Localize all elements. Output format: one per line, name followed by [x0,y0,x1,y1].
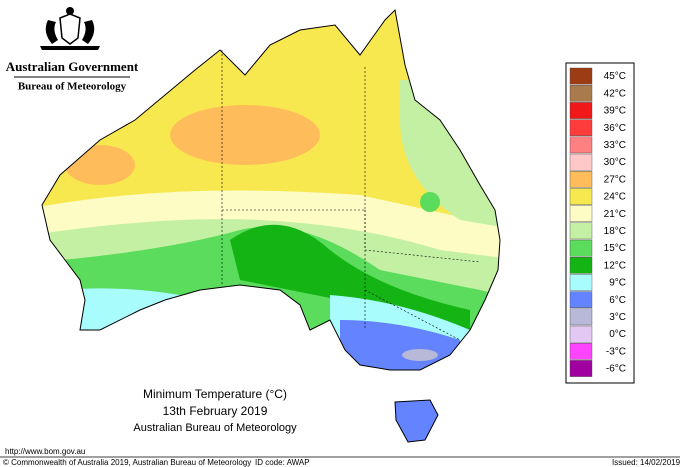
legend-swatch [569,257,593,274]
legend-label: 24°C [604,192,626,203]
website[interactable]: http://www.bom.gov.au [5,447,85,456]
coastline [41,8,501,371]
map-date: 13th February 2019 [163,404,268,418]
legend-label: 18°C [604,226,626,237]
legend-label: 45°C [604,71,626,82]
id-code: ID code: AWAP [255,458,310,467]
legend-label: 3°C [609,312,626,323]
legend-swatch [569,102,593,119]
legend-swatch [569,308,593,326]
map-source: Australian Bureau of Meteorology [133,422,297,434]
legend-swatch [569,67,593,85]
legend-swatch [569,222,593,240]
legend-label: 36°C [604,123,626,134]
legend-label: 39°C [604,106,626,117]
government-name: Australian Government [6,59,139,74]
legend-label: 9°C [609,278,626,289]
legend-label: 33°C [604,140,626,151]
copyright: © Commonwealth of Australia 2019, Austra… [3,458,251,467]
legend-swatch [569,153,593,171]
legend: 45°C 42°C 39°C 36°C 33°C 30°C 27°C 24°C 21°C 18°C… [569,67,626,377]
legend-label: 6°C [609,295,626,306]
legend-swatch [569,291,593,309]
legend-label: 12°C [604,260,626,271]
legend-swatch [569,136,593,154]
legend-swatch [569,343,593,360]
legend-label: 15°C [604,243,626,254]
legend-label: 42°C [604,88,626,99]
legend-swatch [569,274,593,291]
legend-label: -3°C [606,346,626,357]
coat-of-arms [40,7,100,50]
legend-swatch [569,239,593,257]
legend-swatch [569,170,593,188]
legend-swatch [569,119,593,136]
legend-label: 27°C [604,174,626,185]
legend-label: 21°C [604,209,626,220]
legend-swatch [569,205,593,223]
tasmania [394,399,439,443]
legend-swatch [569,84,593,102]
legend-label: 30°C [604,157,626,168]
legend-label: 0°C [609,329,626,340]
legend-label: -6°C [606,364,626,375]
legend-swatch [569,325,593,343]
legend-swatch [569,360,593,377]
issued-date: Issued: 14/02/2019 [612,458,680,467]
legend-swatch [569,188,593,205]
map-title: Minimum Temperature (°C) [143,387,287,401]
bureau-name: Bureau of Meteorology [18,81,127,93]
state-borders [221,50,481,341]
